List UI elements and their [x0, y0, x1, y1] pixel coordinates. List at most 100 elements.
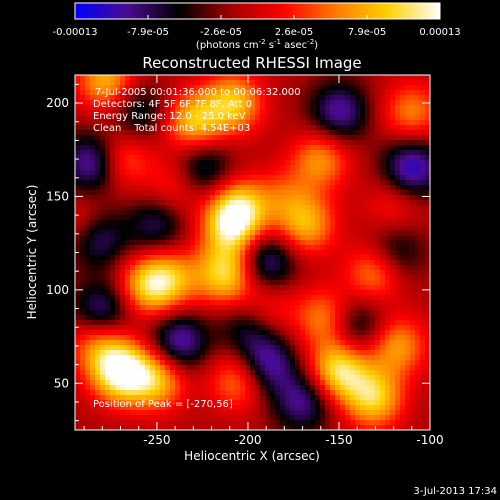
heatmap-cell [275, 310, 281, 316]
heatmap-cell [425, 370, 430, 376]
heatmap-cell [165, 150, 171, 156]
heatmap-cell [165, 130, 171, 136]
heatmap-cell [405, 355, 411, 361]
heatmap-cell [415, 260, 421, 266]
heatmap-cell [125, 390, 131, 396]
heatmap-cell [375, 160, 381, 166]
heatmap-cell [420, 115, 426, 121]
heatmap-cell [390, 130, 396, 136]
heatmap-cell [370, 400, 376, 406]
heatmap-cell [225, 180, 231, 186]
heatmap-cell [400, 365, 406, 371]
heatmap-cell [130, 395, 136, 401]
heatmap-cell [245, 215, 251, 221]
heatmap-cell [345, 115, 351, 121]
heatmap-cell [225, 380, 231, 386]
heatmap-cell [220, 330, 226, 336]
heatmap-cell [250, 170, 256, 176]
heatmap-cell [130, 95, 136, 101]
heatmap-cell [375, 255, 381, 261]
heatmap-cell [320, 375, 326, 381]
heatmap-cell [135, 350, 141, 356]
heatmap-cell [195, 250, 201, 256]
heatmap-cell [140, 295, 146, 301]
heatmap-cell [330, 285, 336, 291]
heatmap-cell [220, 205, 226, 211]
heatmap-cell [105, 230, 111, 236]
heatmap-cell [310, 120, 316, 126]
heatmap-cell [120, 75, 126, 81]
heatmap-cell [310, 155, 316, 161]
heatmap-cell [250, 235, 256, 241]
heatmap-cell [180, 390, 186, 396]
heatmap-cell [295, 225, 301, 231]
heatmap-cell [410, 170, 416, 176]
heatmap-cell [120, 370, 126, 376]
heatmap-cell [115, 275, 121, 281]
heatmap-cell [120, 165, 126, 171]
heatmap-cell [95, 130, 101, 136]
heatmap-cell [335, 255, 341, 261]
heatmap-cell [145, 225, 151, 231]
heatmap-cell [330, 315, 336, 321]
heatmap-cell [145, 340, 151, 346]
heatmap-cell [305, 220, 311, 226]
heatmap-cell [250, 385, 256, 391]
heatmap-cell [275, 370, 281, 376]
heatmap-cell [425, 410, 430, 416]
heatmap-cell [75, 270, 81, 276]
heatmap-cell [350, 275, 356, 281]
heatmap-cell [180, 245, 186, 251]
heatmap-cell [85, 310, 91, 316]
heatmap-cell [365, 155, 371, 161]
heatmap-cell [365, 95, 371, 101]
heatmap-cell [220, 135, 226, 141]
heatmap-cell [170, 415, 176, 421]
heatmap-cell [275, 330, 281, 336]
heatmap-cell [110, 200, 116, 206]
heatmap-cell [120, 105, 126, 111]
heatmap-cell [150, 100, 156, 106]
heatmap-cell [250, 395, 256, 401]
heatmap-cell [360, 415, 366, 421]
heatmap-cell [380, 405, 386, 411]
heatmap-cell [410, 105, 416, 111]
heatmap-cell [325, 370, 331, 376]
heatmap-cell [350, 380, 356, 386]
heatmap-cell [380, 290, 386, 296]
heatmap-cell [210, 270, 216, 276]
heatmap-cell [165, 275, 171, 281]
heatmap-cell [205, 160, 211, 166]
heatmap-cell [190, 100, 196, 106]
heatmap-cell [425, 105, 430, 111]
heatmap-cell [260, 395, 266, 401]
heatmap-cell [255, 320, 261, 326]
heatmap-cell [110, 335, 116, 341]
heatmap-cell [200, 115, 206, 121]
heatmap-cell [345, 300, 351, 306]
heatmap-cell [130, 370, 136, 376]
heatmap-cell [180, 315, 186, 321]
heatmap-cell [150, 255, 156, 261]
heatmap-cell [80, 195, 86, 201]
heatmap-cell [280, 275, 286, 281]
heatmap-cell [250, 270, 256, 276]
heatmap-cell [225, 325, 231, 331]
heatmap-cell [130, 265, 136, 271]
heatmap-cell [90, 330, 96, 336]
heatmap-cell [270, 410, 276, 416]
heatmap-cell [315, 305, 321, 311]
heatmap-cell [110, 180, 116, 186]
heatmap-cell [180, 140, 186, 146]
heatmap-cell [215, 150, 221, 156]
heatmap-cell [355, 405, 361, 411]
heatmap-cell [335, 145, 341, 151]
heatmap-cell [125, 80, 131, 86]
heatmap-cell [385, 105, 391, 111]
heatmap-cell [345, 75, 351, 81]
heatmap-cell [115, 285, 121, 291]
heatmap-cell [400, 165, 406, 171]
heatmap-cell [395, 330, 401, 336]
heatmap-cell [75, 115, 81, 121]
heatmap-cell [400, 355, 406, 361]
